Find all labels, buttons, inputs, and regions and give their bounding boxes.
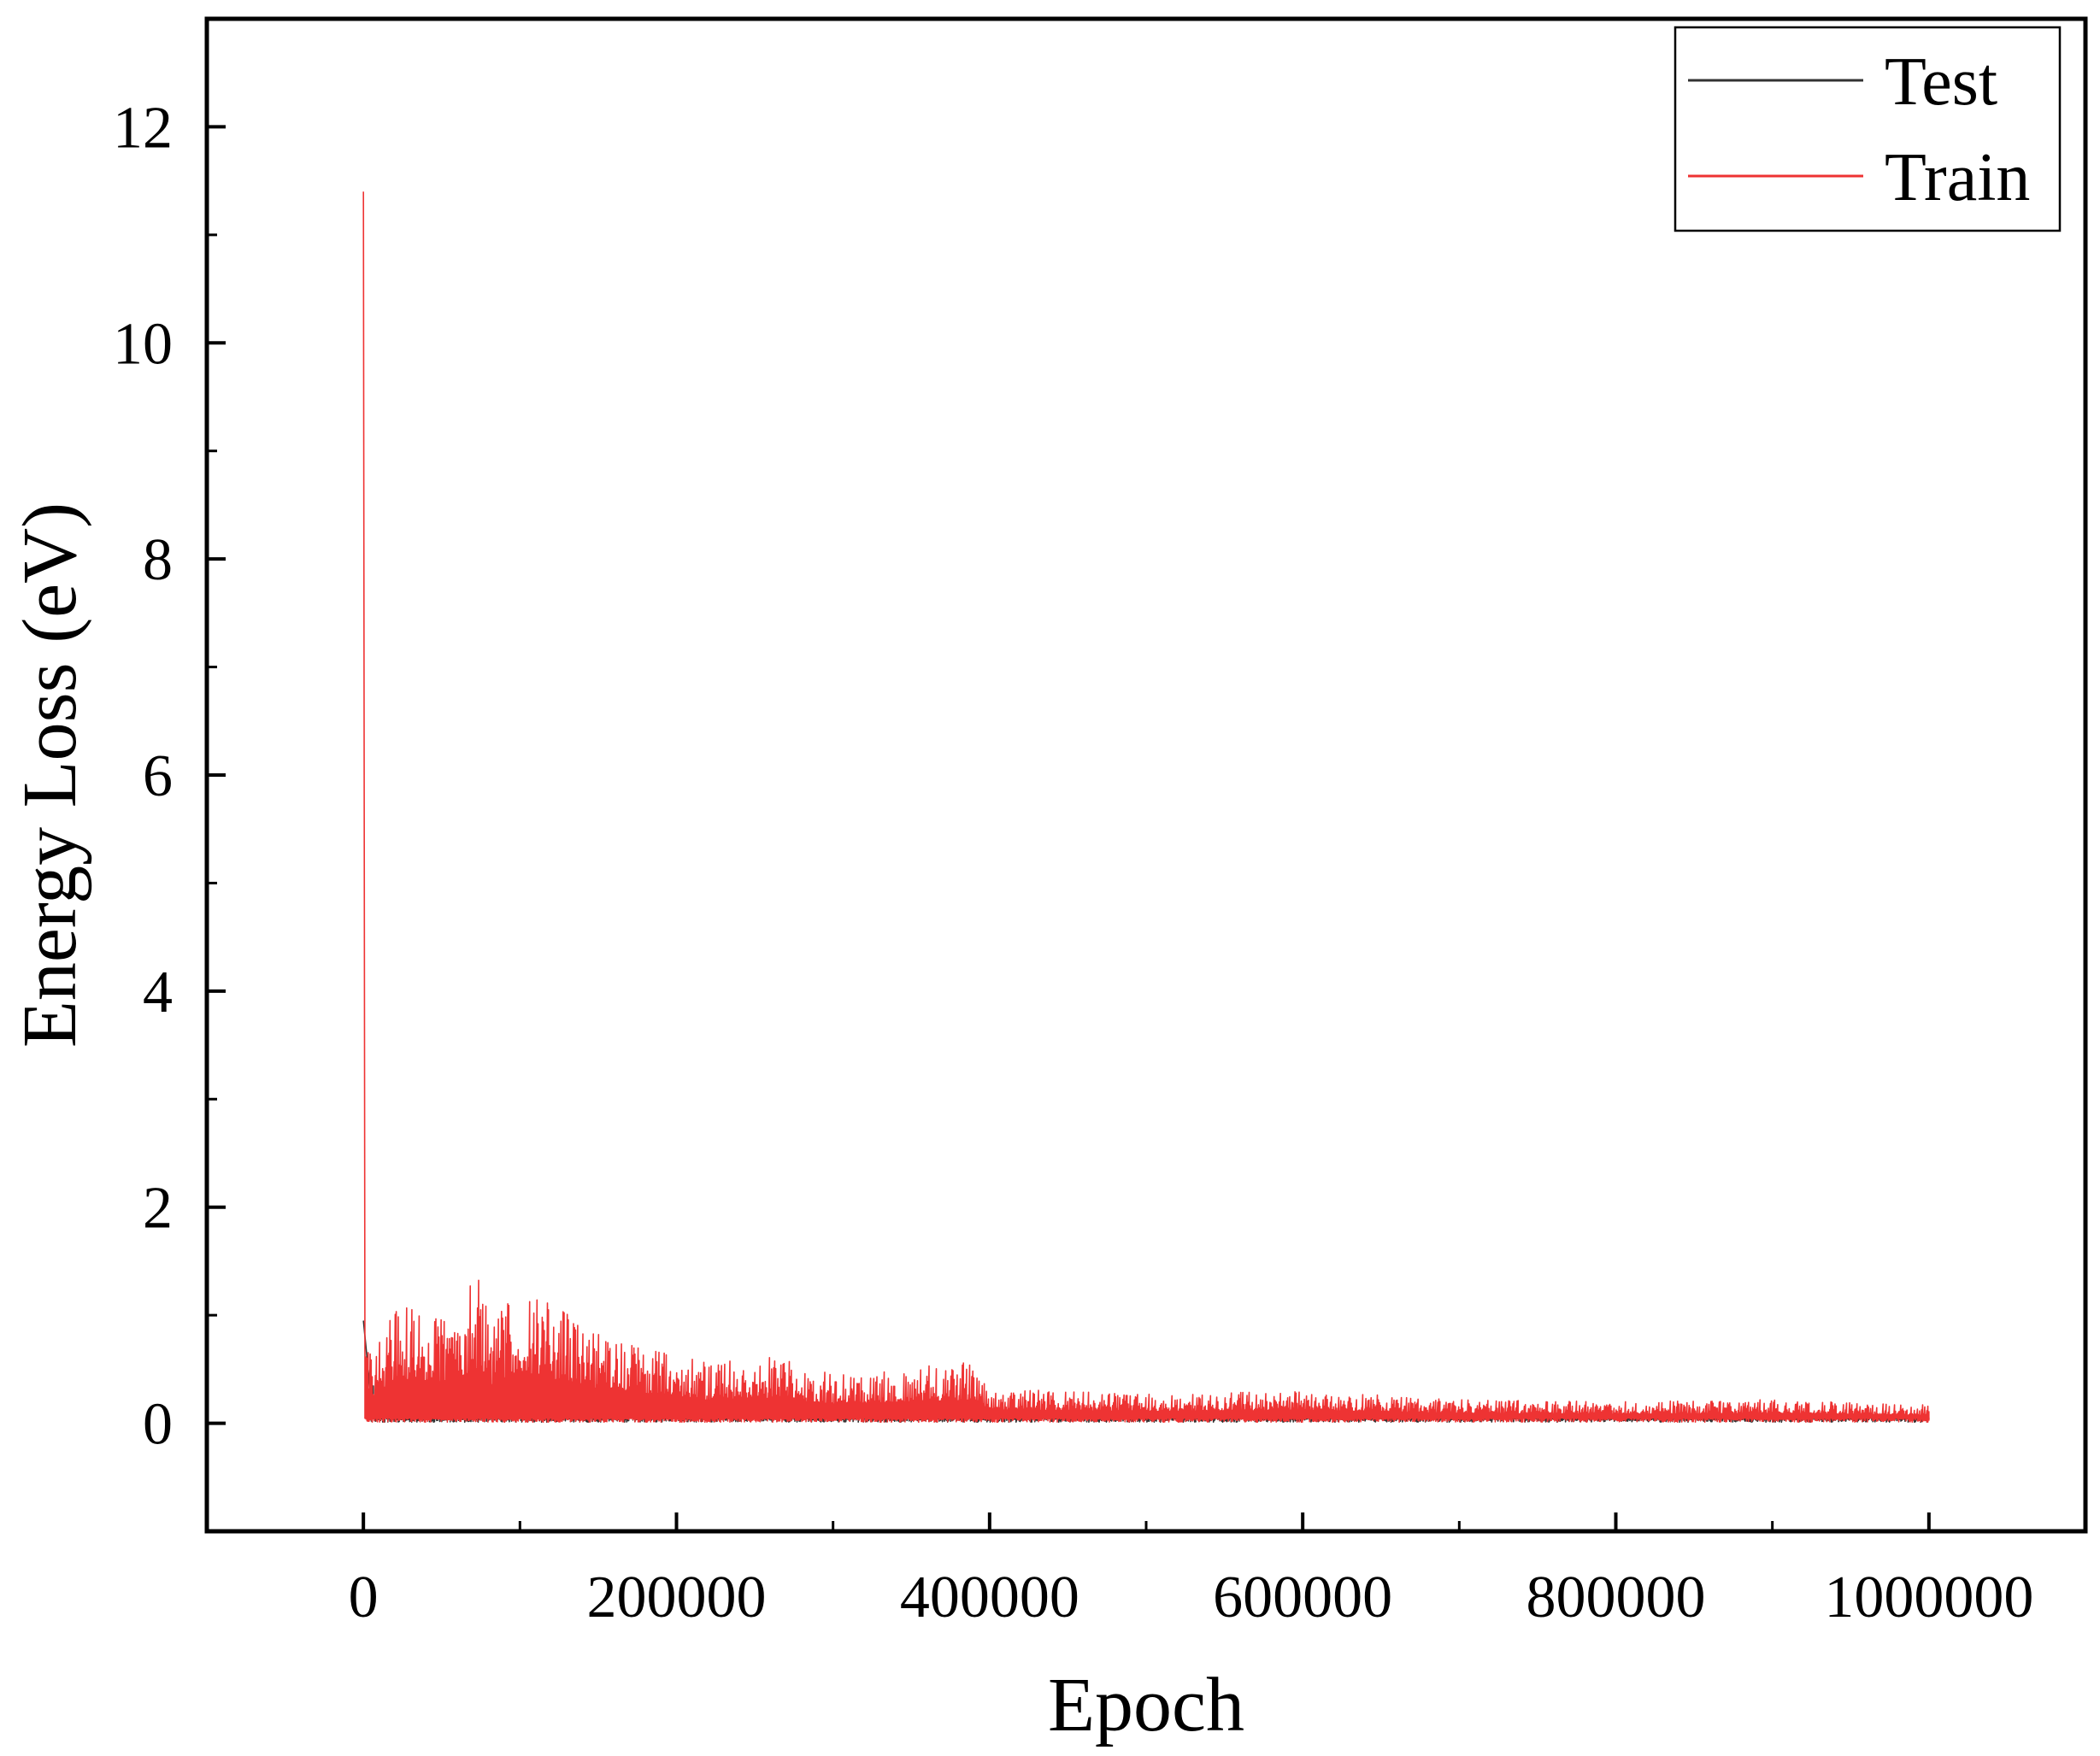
plot-traces: [362, 191, 1930, 1424]
x-tick-label: 0: [349, 1565, 379, 1630]
legend: Test Train: [1674, 26, 2062, 232]
x-tick-label: 800000: [1526, 1565, 1706, 1630]
legend-label-test: Test: [1885, 44, 1997, 120]
x-tick-label: 200000: [587, 1565, 767, 1630]
legend-label-train: Train: [1885, 140, 2030, 215]
x-axis: 0 200000 400000 600000 800000 1000000: [349, 1512, 2033, 1630]
x-tick-label: 600000: [1213, 1565, 1392, 1630]
legend-box: [1674, 26, 2062, 232]
y-tick-label: 10: [113, 311, 173, 377]
x-tick-label: 400000: [900, 1565, 1079, 1630]
y-axis-label: Energy Loss (eV): [8, 502, 92, 1048]
y-tick-label: 8: [143, 527, 173, 593]
y-tick-label: 6: [143, 743, 173, 809]
y-tick-label: 2: [143, 1176, 173, 1242]
y-axis: 0 2 4 6 8 10 12: [113, 17, 226, 1533]
plot-frame: [204, 16, 2088, 1534]
y-tick-label: 12: [113, 95, 173, 161]
series-line-train: [362, 191, 1930, 1424]
x-axis-label: Epoch: [1048, 1663, 1244, 1747]
y-tick-label: 4: [143, 960, 173, 1025]
y-tick-label: 0: [143, 1392, 173, 1458]
x-tick-label: 1000000: [1824, 1565, 2033, 1630]
